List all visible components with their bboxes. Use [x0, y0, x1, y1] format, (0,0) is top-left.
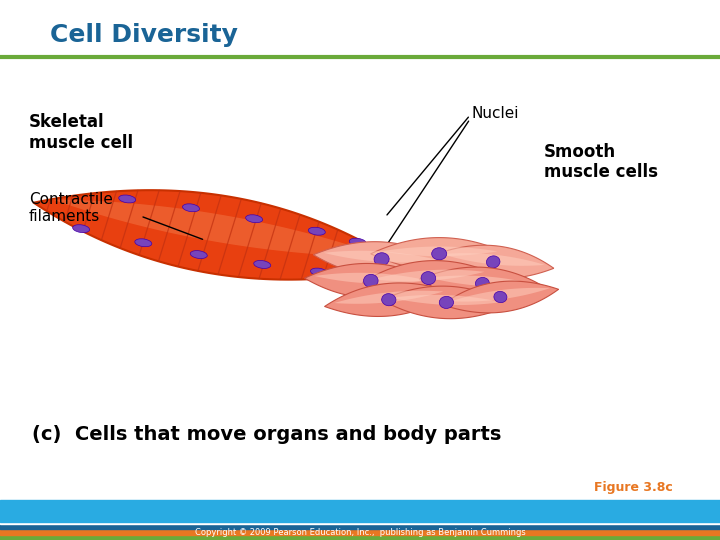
- Polygon shape: [313, 242, 450, 276]
- Ellipse shape: [374, 253, 389, 266]
- Ellipse shape: [475, 278, 490, 289]
- Polygon shape: [419, 267, 546, 300]
- Ellipse shape: [246, 215, 263, 222]
- Bar: [0, 522, 720, 524]
- Text: Cell Diversity: Cell Diversity: [50, 23, 238, 47]
- Bar: [0, 524, 720, 529]
- Ellipse shape: [119, 195, 135, 203]
- Text: Figure 3.8c: Figure 3.8c: [595, 481, 673, 494]
- Ellipse shape: [364, 274, 378, 287]
- Polygon shape: [372, 269, 485, 281]
- Polygon shape: [325, 283, 453, 316]
- Ellipse shape: [73, 225, 89, 233]
- Ellipse shape: [182, 204, 199, 212]
- Bar: [0, 535, 720, 540]
- Ellipse shape: [135, 239, 152, 247]
- Polygon shape: [442, 281, 559, 313]
- Polygon shape: [441, 253, 545, 266]
- Polygon shape: [53, 199, 387, 258]
- Polygon shape: [428, 275, 536, 287]
- Ellipse shape: [432, 248, 446, 260]
- Text: Smooth
muscle cells: Smooth muscle cells: [544, 143, 657, 181]
- Ellipse shape: [253, 260, 271, 268]
- Bar: [0, 500, 720, 522]
- Ellipse shape: [421, 272, 436, 285]
- Polygon shape: [382, 286, 511, 319]
- Polygon shape: [392, 295, 501, 305]
- Text: Contractile
filaments: Contractile filaments: [29, 192, 112, 224]
- Polygon shape: [315, 273, 427, 284]
- Polygon shape: [433, 245, 554, 279]
- Polygon shape: [362, 261, 495, 295]
- Bar: [0, 529, 720, 535]
- Text: Copyright © 2009 Pearson Education, Inc.,  publishing as Benjamin Cummings: Copyright © 2009 Pearson Education, Inc.…: [194, 529, 526, 537]
- Polygon shape: [305, 264, 437, 298]
- Ellipse shape: [308, 227, 325, 235]
- Polygon shape: [381, 247, 498, 256]
- Polygon shape: [34, 190, 405, 280]
- Polygon shape: [334, 291, 444, 304]
- Ellipse shape: [487, 256, 500, 268]
- Ellipse shape: [310, 268, 328, 276]
- Ellipse shape: [494, 292, 507, 302]
- Polygon shape: [451, 288, 550, 301]
- Ellipse shape: [439, 296, 454, 308]
- Text: Nuclei: Nuclei: [472, 106, 519, 121]
- Text: (c)  Cells that move organs and body parts: (c) Cells that move organs and body part…: [32, 425, 502, 444]
- Polygon shape: [371, 238, 508, 270]
- Polygon shape: [324, 251, 439, 262]
- Ellipse shape: [382, 294, 396, 306]
- Ellipse shape: [190, 251, 207, 259]
- Ellipse shape: [354, 271, 371, 279]
- Text: Skeletal
muscle cell: Skeletal muscle cell: [29, 113, 133, 152]
- Ellipse shape: [349, 238, 366, 246]
